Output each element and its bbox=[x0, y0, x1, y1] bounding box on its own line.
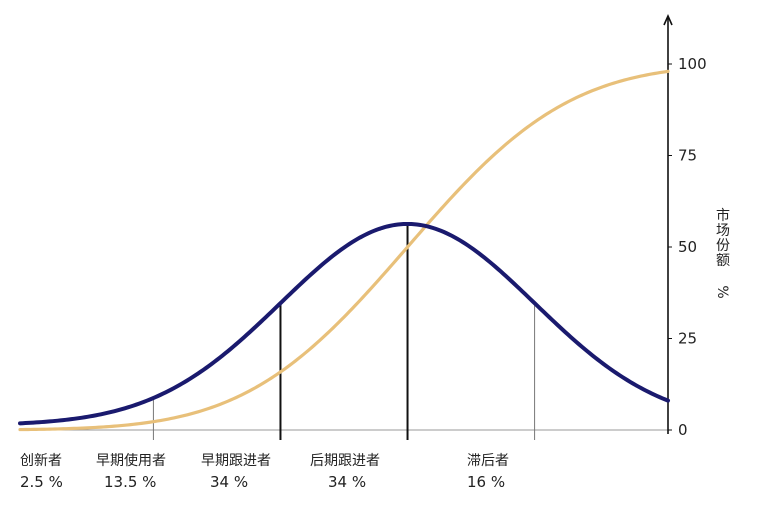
segment-name: 早期跟进者 bbox=[201, 453, 271, 469]
segment-share: 13.5 % bbox=[104, 473, 156, 491]
y-tick-label: 0 bbox=[678, 421, 688, 439]
y-tick-label: 25 bbox=[678, 330, 697, 348]
y-tick-label: 75 bbox=[678, 147, 697, 165]
y-axis-label-char: 份 bbox=[716, 238, 730, 254]
label-layer: 创新者 2.5 % 早期使用者 13.5 % 早期跟进者 34 % 后期跟进者 34 % 滞后者… bbox=[20, 452, 509, 491]
curve-layer bbox=[18, 69, 670, 440]
adoption-bell-curve bbox=[18, 221, 670, 426]
segment-name: 创新者 bbox=[20, 453, 62, 469]
cumulative-market-share-line bbox=[18, 69, 670, 432]
segment-name: 滞后者 bbox=[467, 453, 509, 469]
y-axis-label-char: 额 bbox=[716, 253, 730, 269]
segment-name: 早期使用者 bbox=[96, 452, 166, 469]
segment-share: 34 % bbox=[210, 473, 248, 491]
y-axis-label-char: 场 bbox=[716, 223, 730, 239]
segment-name: 后期跟进者 bbox=[310, 453, 380, 469]
y-axis-label-char: 市 bbox=[716, 207, 730, 224]
y-tick-label: 100 bbox=[678, 55, 707, 73]
y-axis-arrow bbox=[663, 14, 673, 26]
y-axis-label-unit: % bbox=[714, 285, 730, 298]
y-tick-label: 50 bbox=[678, 238, 697, 256]
segment-share: 16 % bbox=[467, 473, 505, 491]
segment-share: 34 % bbox=[328, 473, 366, 491]
segment-share: 2.5 % bbox=[20, 473, 63, 491]
